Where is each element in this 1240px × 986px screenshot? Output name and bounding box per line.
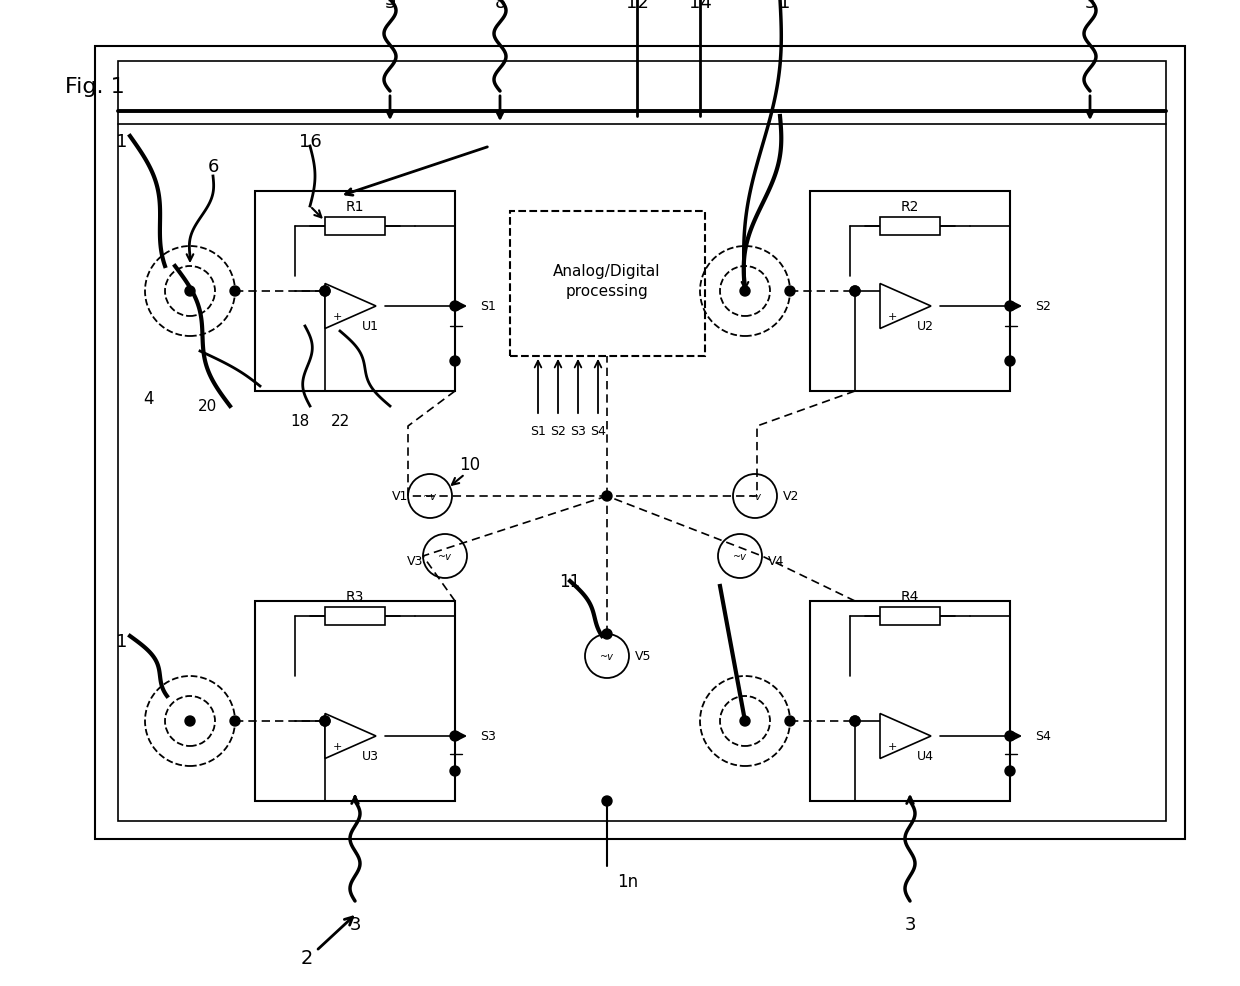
Text: S2: S2	[1035, 300, 1050, 314]
Text: 1: 1	[117, 133, 128, 151]
Text: 14: 14	[688, 0, 712, 12]
Text: V1: V1	[392, 490, 408, 503]
Text: 3: 3	[350, 915, 361, 933]
Circle shape	[320, 287, 330, 297]
Circle shape	[849, 287, 861, 297]
Text: R2: R2	[900, 200, 919, 214]
Text: U1: U1	[362, 320, 378, 333]
Circle shape	[601, 491, 613, 502]
Text: S1: S1	[529, 425, 546, 438]
Text: V2: V2	[782, 490, 800, 503]
Circle shape	[450, 302, 460, 312]
Bar	[118, 62, 1166, 821]
Text: 1n: 1n	[618, 872, 639, 890]
Text: 6: 6	[207, 158, 218, 176]
Circle shape	[740, 287, 750, 297]
Text: S4: S4	[590, 425, 606, 438]
Text: S4: S4	[1035, 730, 1050, 742]
Text: 11: 11	[559, 573, 580, 591]
Text: ~v: ~v	[438, 551, 451, 561]
Text: 16: 16	[299, 133, 321, 151]
Text: 3: 3	[384, 0, 396, 9]
Text: +: +	[332, 741, 342, 751]
Text: 3: 3	[904, 915, 916, 933]
Bar	[255, 192, 455, 391]
Polygon shape	[325, 284, 376, 329]
Circle shape	[450, 766, 460, 776]
Bar	[810, 601, 1011, 802]
Circle shape	[849, 287, 861, 297]
Text: U4: U4	[916, 749, 934, 763]
Circle shape	[601, 796, 613, 807]
Circle shape	[229, 716, 241, 727]
Text: 3: 3	[1084, 0, 1096, 12]
Circle shape	[320, 716, 330, 727]
Text: ~v: ~v	[733, 551, 746, 561]
Circle shape	[849, 716, 861, 727]
Text: S3: S3	[480, 730, 496, 742]
Bar	[510, 212, 706, 357]
Text: 1: 1	[117, 632, 128, 651]
Text: 1: 1	[779, 0, 791, 12]
Text: +: +	[332, 313, 342, 322]
Text: Fig. 1: Fig. 1	[64, 77, 125, 97]
Circle shape	[1004, 302, 1016, 312]
Polygon shape	[880, 714, 931, 759]
Circle shape	[229, 287, 241, 297]
Circle shape	[785, 716, 795, 727]
Text: U3: U3	[362, 749, 378, 763]
Text: S3: S3	[570, 425, 587, 438]
Text: ~v: ~v	[600, 652, 614, 662]
Text: V5: V5	[635, 650, 651, 663]
Circle shape	[1004, 732, 1016, 741]
Text: processing: processing	[565, 284, 649, 299]
Bar	[95, 47, 1185, 839]
Bar	[325, 218, 384, 236]
Circle shape	[185, 287, 195, 297]
Circle shape	[849, 716, 861, 727]
Bar	[880, 218, 940, 236]
Text: 4: 4	[143, 389, 154, 407]
Circle shape	[320, 287, 330, 297]
Text: S1: S1	[480, 300, 496, 314]
Circle shape	[320, 716, 330, 727]
Text: Analog/Digital: Analog/Digital	[553, 264, 661, 279]
Text: U2: U2	[916, 320, 934, 333]
Text: 2: 2	[301, 949, 314, 967]
Text: V3: V3	[407, 555, 423, 568]
Polygon shape	[880, 284, 931, 329]
Bar	[255, 601, 455, 802]
Circle shape	[1004, 766, 1016, 776]
Text: 20: 20	[197, 399, 217, 414]
Circle shape	[785, 287, 795, 297]
Text: R3: R3	[346, 590, 365, 603]
Circle shape	[1004, 357, 1016, 367]
Text: ~v: ~v	[748, 491, 761, 502]
Text: S2: S2	[551, 425, 565, 438]
Polygon shape	[325, 714, 376, 759]
Circle shape	[740, 716, 750, 727]
Text: +: +	[888, 741, 897, 751]
Text: ~v: ~v	[423, 491, 436, 502]
Bar	[880, 607, 940, 625]
Text: +: +	[888, 313, 897, 322]
Bar	[810, 192, 1011, 391]
Text: 22: 22	[330, 414, 350, 429]
Circle shape	[450, 732, 460, 741]
Text: 10: 10	[460, 456, 481, 473]
Circle shape	[185, 716, 195, 727]
Text: 18: 18	[290, 414, 310, 429]
Text: 3: 3	[384, 0, 396, 12]
Text: R1: R1	[346, 200, 365, 214]
Text: R4: R4	[900, 590, 919, 603]
Text: 12: 12	[625, 0, 649, 12]
Text: V4: V4	[768, 555, 785, 568]
Circle shape	[601, 629, 613, 639]
Text: 8: 8	[495, 0, 506, 12]
Circle shape	[450, 357, 460, 367]
Bar	[325, 607, 384, 625]
